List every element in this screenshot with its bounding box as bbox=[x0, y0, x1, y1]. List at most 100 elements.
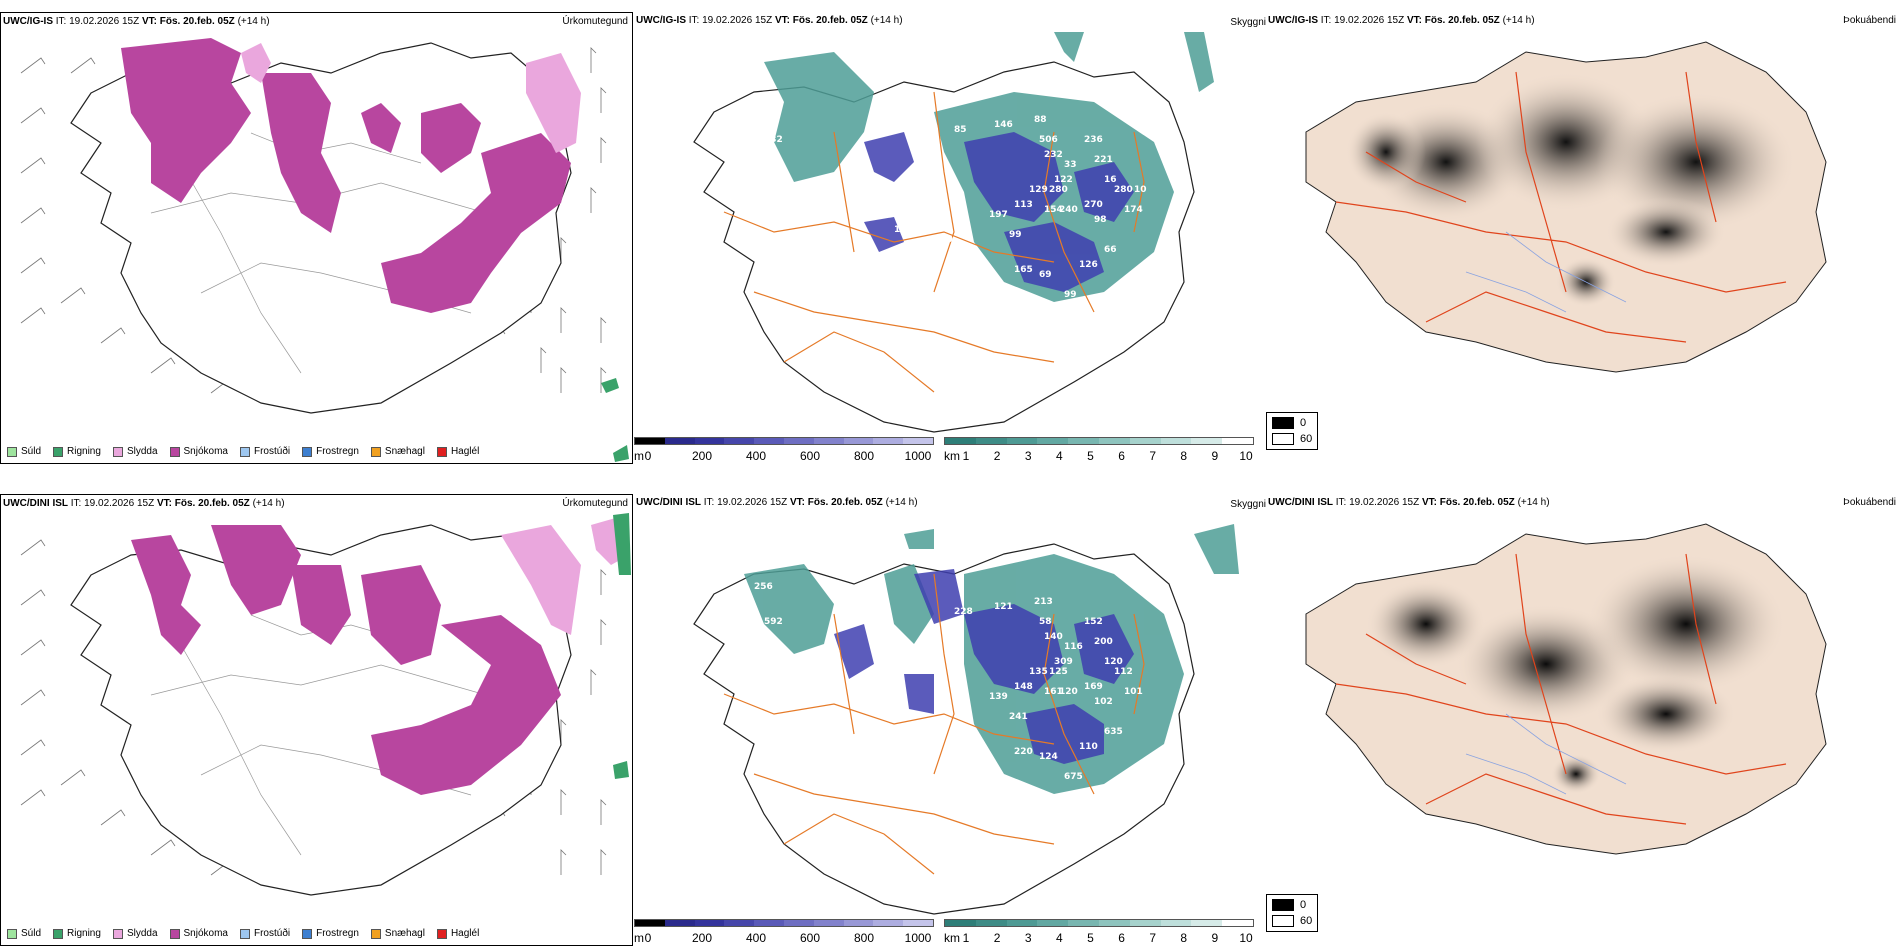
legend-item-frostudi: Frostúði bbox=[239, 446, 290, 457]
scale-color-step bbox=[635, 920, 665, 926]
fog-map bbox=[1305, 523, 1827, 855]
precip-type-label: Úrkomutegund bbox=[562, 498, 628, 509]
fog-areas bbox=[1366, 554, 1786, 794]
scale-color-step bbox=[975, 920, 1007, 926]
cloud-base-scale: m 0 200 400 600 800 1000 bbox=[634, 919, 934, 945]
cloud-base-value: 280 bbox=[1049, 185, 1068, 195]
precip-legend: Súld Rigning Slydda Snjókoma Frostúði Fr… bbox=[7, 928, 479, 939]
cloud-scale-unit: m bbox=[634, 931, 644, 945]
legend-label: Frostúði bbox=[253, 928, 291, 939]
legend-item-frostudi: Frostúði bbox=[239, 928, 291, 939]
model-name: UWC/IG-IS bbox=[3, 16, 53, 27]
scale-tick-label: 1000 bbox=[904, 449, 932, 463]
fog-legend-label: 0 bbox=[1300, 899, 1307, 911]
scale-tick-label: 8 bbox=[1180, 931, 1188, 945]
cloud-base-value: 256 bbox=[754, 582, 773, 592]
scale-tick-label: 4 bbox=[1055, 449, 1063, 463]
cloud-base-value: 122 bbox=[1054, 175, 1073, 185]
model-name: UWC/DINI ISL bbox=[636, 497, 701, 508]
cloud-base-scale: m 0 200 400 600 800 1000 bbox=[634, 437, 934, 463]
vt-value: Fös. 20.feb. 05Z bbox=[159, 16, 235, 27]
lead-time: (+14 h) bbox=[237, 16, 270, 27]
legend-swatch bbox=[302, 446, 313, 457]
legend-item-snaehagl: Snæhagl bbox=[370, 928, 425, 939]
scale-color-step bbox=[724, 438, 755, 444]
cloud-scale-colors bbox=[634, 437, 934, 445]
vt-label: VT: bbox=[1421, 497, 1437, 508]
scale-color-step bbox=[1160, 438, 1192, 444]
scale-color-step bbox=[1037, 920, 1069, 926]
cloud-visibility-panel-ig: UWC/IG-IS IT: 19.02.2026 15Z VT: Fös. 20… bbox=[634, 12, 1266, 464]
cloud-base-value: 10 bbox=[1134, 185, 1147, 195]
scale-tick-label: 6 bbox=[1118, 449, 1125, 463]
scale-color-step bbox=[1098, 438, 1130, 444]
vt-value: Fös. 20.feb. 05Z bbox=[792, 15, 868, 26]
scale-tick-label: 10 bbox=[1239, 931, 1253, 945]
rain-areas bbox=[613, 513, 631, 779]
scale-tick-label: 5 bbox=[1087, 449, 1094, 463]
fog-panel-ig: UWC/IG-IS IT: 19.02.2026 15Z VT: Fös. 20… bbox=[1266, 12, 1900, 464]
fog-legend: 0 60 bbox=[1266, 412, 1319, 450]
scale-color-step bbox=[694, 438, 725, 444]
vt-label: VT: bbox=[156, 498, 172, 509]
scale-color-step bbox=[1006, 438, 1038, 444]
cloud-base-value: 82 bbox=[964, 747, 977, 757]
cloud-base-value: 182 bbox=[754, 100, 773, 110]
legend-label: Súld bbox=[21, 928, 42, 939]
legend-swatch bbox=[169, 928, 180, 939]
legend-label: Snjókoma bbox=[183, 928, 228, 939]
scale-color-step bbox=[873, 438, 904, 444]
fog-map bbox=[1305, 41, 1827, 373]
cloud-base-areas bbox=[864, 132, 1134, 292]
legend-item-snaehagl: Snæhagl bbox=[370, 446, 425, 457]
cloud-base-value: 160 bbox=[934, 235, 953, 245]
visibility-scale: km 1 2 3 4 5 6 7 8 9 10 bbox=[944, 919, 1254, 945]
scale-color-step bbox=[783, 920, 814, 926]
cloud-base-value: 220 bbox=[1014, 747, 1033, 757]
vt-label: VT: bbox=[1406, 15, 1422, 26]
scale-tick-label: 1 bbox=[962, 931, 970, 945]
scale-color-step bbox=[1037, 438, 1069, 444]
visibility-scale-ticks: 1 2 3 4 5 6 7 8 9 10 bbox=[962, 931, 1254, 945]
scale-color-step bbox=[903, 920, 933, 926]
scale-color-step bbox=[873, 920, 904, 926]
cloud-base-value: 125 bbox=[1049, 667, 1068, 677]
fog-legend-row: 60 bbox=[1272, 433, 1312, 445]
legend-item-slydda: Slydda bbox=[112, 446, 158, 457]
vt-label: VT: bbox=[789, 497, 805, 508]
cloud-base-value: 280 bbox=[1114, 185, 1133, 195]
panel-header: UWC/IG-IS IT: 19.02.2026 15Z VT: Fös. 20… bbox=[3, 15, 630, 31]
legend-item-rigning: Rigning bbox=[53, 928, 101, 939]
roads bbox=[1335, 553, 1787, 825]
cloud-base-value: 88 bbox=[1034, 115, 1047, 125]
cloud-base-value: 232 bbox=[1044, 150, 1063, 160]
cloud-base-value: 140 bbox=[1044, 632, 1063, 642]
cloud-base-value: 99 bbox=[1009, 230, 1022, 240]
legend-label: Haglél bbox=[450, 446, 480, 457]
vt-value: Fös. 20.feb. 05Z bbox=[1439, 497, 1515, 508]
cloud-base-value: 422 bbox=[984, 300, 1003, 310]
it-value: 19.02.2026 15Z bbox=[702, 15, 773, 26]
cloud-base-value: 236 bbox=[1084, 135, 1103, 145]
roads bbox=[1335, 71, 1787, 343]
scale-color-step bbox=[945, 920, 976, 926]
cloud-base-value: 69 bbox=[1039, 270, 1052, 280]
lead-time: (+14 h) bbox=[885, 497, 918, 508]
visibility-scale: km 1 2 3 4 5 6 7 8 9 10 bbox=[944, 437, 1254, 463]
cloud-base-value: 120 bbox=[1059, 687, 1078, 697]
visibility-scale-colors bbox=[944, 437, 1254, 445]
scale-tick-label: 2 bbox=[993, 931, 1001, 945]
rivers bbox=[1465, 713, 1627, 795]
cloud-base-value: 146 bbox=[994, 120, 1013, 130]
panel-header: UWC/DINI ISL IT: 19.02.2026 15Z VT: Fös.… bbox=[3, 497, 630, 513]
cloud-scale-colors bbox=[634, 919, 934, 927]
roads bbox=[723, 91, 1145, 393]
cloud-base-value: 124 bbox=[1039, 752, 1058, 762]
precip-legend: Súld Rigning Slydda Snjókoma Frostúði Fr… bbox=[7, 446, 479, 457]
scale-tick-label: 200 bbox=[691, 931, 713, 945]
legend-swatch bbox=[436, 446, 447, 457]
legend-label: Snjókoma bbox=[183, 446, 228, 457]
cloud-base-value: 98 bbox=[1094, 215, 1107, 225]
